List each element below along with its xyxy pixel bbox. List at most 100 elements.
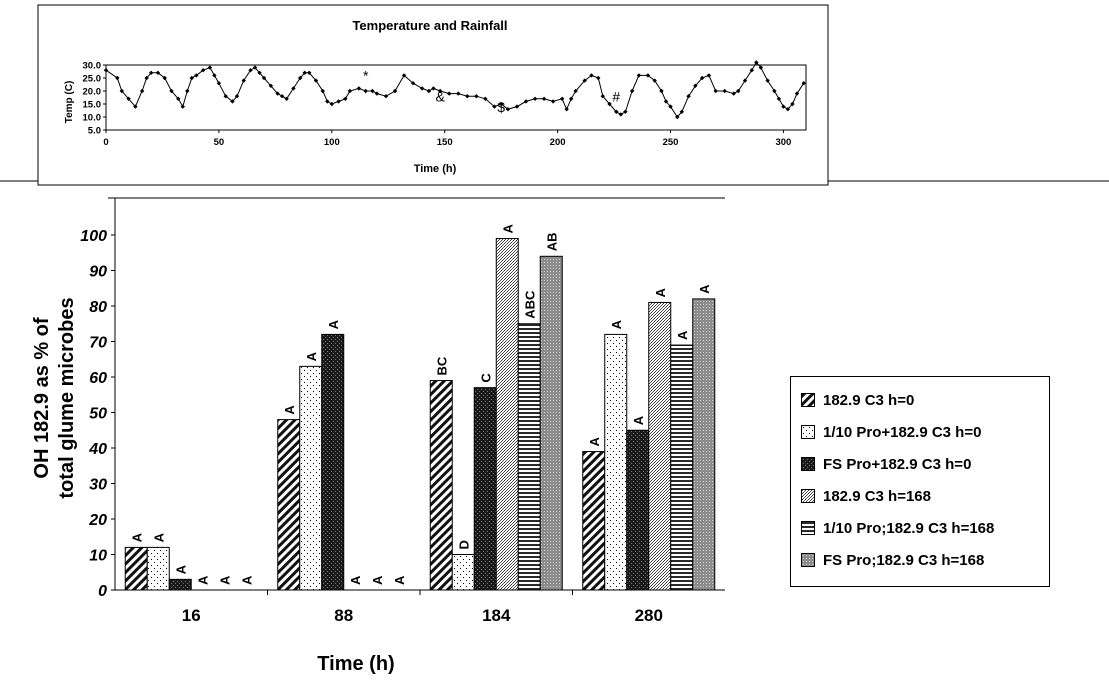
temp-point — [248, 68, 253, 73]
temp-point — [383, 94, 389, 99]
temp-point — [498, 101, 504, 107]
temp-point — [329, 101, 335, 107]
temp-point — [532, 96, 538, 101]
bar-ytick-label: 100 — [80, 228, 107, 245]
temp-point — [607, 101, 612, 107]
legend-item: FS Pro+182.9 C3 h=0 — [801, 453, 971, 475]
bar-data-label: A — [151, 532, 166, 542]
legend-swatch — [801, 393, 815, 407]
temp-point — [713, 88, 718, 94]
temp-xtick-label: 100 — [324, 137, 340, 148]
temp-point — [559, 96, 565, 101]
bar-ytick-label: 90 — [89, 264, 107, 281]
bar-data-label: AB — [544, 233, 559, 252]
temp-point — [410, 81, 416, 86]
bar — [626, 429, 650, 591]
temp-xtick-label: 250 — [663, 137, 679, 148]
temp-point — [693, 83, 698, 88]
bar-data-label: C — [478, 373, 493, 383]
temp-point — [103, 68, 109, 73]
bar — [277, 419, 301, 591]
temp-point — [279, 94, 285, 99]
legend-swatch — [801, 553, 815, 567]
legend-swatch — [801, 521, 815, 535]
temp-point — [582, 78, 587, 83]
bar-data-label: D — [456, 540, 471, 549]
temp-ytick-label: 15.0 — [83, 100, 102, 111]
temp-point — [645, 73, 651, 78]
bar-xtick-label: 16 — [182, 606, 201, 625]
bar-data-label: A — [631, 415, 646, 425]
temp-point — [614, 109, 619, 114]
legend-item: 1/10 Pro+182.9 C3 h=0 — [801, 421, 981, 443]
temp-point — [564, 107, 569, 112]
temp-xtick-label: 0 — [103, 137, 108, 148]
temp-point — [343, 96, 348, 101]
temp-point — [765, 78, 770, 83]
temp-point — [736, 88, 741, 94]
temp-point — [155, 70, 161, 75]
temp-point — [223, 94, 228, 99]
legend-swatch — [801, 425, 815, 439]
bar — [648, 301, 672, 591]
temp-point — [169, 88, 174, 94]
bar-data-label: A — [653, 287, 668, 297]
bar — [495, 238, 519, 591]
bar-data-label: A — [697, 284, 712, 294]
temp-annotation: * — [363, 68, 369, 84]
temp-point — [336, 99, 341, 104]
temp-point — [686, 94, 691, 99]
temp-point — [401, 73, 407, 78]
legend-swatch — [801, 489, 815, 503]
temp-point — [794, 91, 800, 96]
legend-item: 182.9 C3 h=168 — [801, 485, 931, 507]
bar — [299, 365, 323, 591]
temp-point — [706, 73, 712, 78]
temp-point — [261, 75, 267, 81]
temp-point — [790, 101, 795, 107]
temp-point — [722, 88, 727, 94]
legend-label: FS Pro;182.9 C3 h=168 — [823, 551, 985, 569]
temp-point — [663, 99, 669, 104]
temp-xtick-label: 200 — [550, 137, 566, 148]
temp-ytick-label: 20.0 — [83, 87, 102, 98]
temp-point — [252, 65, 258, 70]
temp-point — [514, 104, 520, 109]
bar-ytick-label: 40 — [88, 441, 107, 458]
temp-point — [781, 104, 786, 109]
bar-data-label: A — [282, 405, 297, 415]
bar — [168, 578, 192, 591]
bar-ytick-label: 30 — [89, 477, 107, 494]
bar-data-label: A — [500, 224, 515, 234]
temp-ytick-label: 30.0 — [83, 61, 102, 72]
temp-point — [785, 107, 791, 112]
temp-point — [320, 88, 325, 94]
bar — [451, 554, 475, 591]
bar-data-label: A — [304, 351, 319, 361]
temp-point — [189, 75, 195, 81]
legend-item: 1/10 Pro;182.9 C3 h=168 — [801, 517, 994, 539]
temp-point — [636, 73, 642, 78]
temp-annotation: $ — [497, 99, 505, 115]
temp-point — [257, 70, 262, 75]
legend-item: 182.9 C3 h=0 — [801, 389, 914, 411]
bar-data-label: A — [173, 564, 188, 574]
bar — [146, 546, 170, 591]
temp-point — [302, 70, 307, 75]
bar-xtick-label: 280 — [635, 606, 663, 625]
legend-label: FS Pro+182.9 C3 h=0 — [823, 455, 972, 473]
bar-x-axis-label: Time (h) — [317, 653, 394, 675]
temp-point — [230, 99, 235, 104]
bar — [670, 344, 694, 591]
temp-ytick-label: 10.0 — [83, 113, 102, 124]
temp-point — [291, 86, 296, 91]
temp-point — [419, 86, 425, 91]
temp-point — [492, 104, 497, 109]
temp-point — [596, 75, 601, 81]
bar-data-label: A — [217, 575, 232, 585]
temp-annotation: # — [612, 88, 620, 104]
temp-point — [679, 109, 685, 114]
temp-xtick-label: 50 — [214, 137, 225, 148]
temp-point — [776, 96, 782, 101]
temp-point — [374, 91, 380, 96]
